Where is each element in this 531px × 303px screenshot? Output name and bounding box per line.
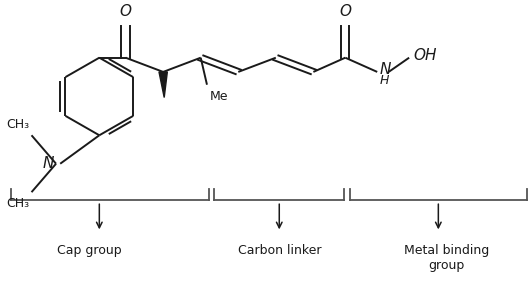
Text: H: H <box>380 74 389 87</box>
Text: O: O <box>339 4 352 19</box>
Text: N: N <box>380 62 391 77</box>
Text: Me: Me <box>210 90 228 103</box>
Text: OH: OH <box>413 48 437 63</box>
Text: N: N <box>42 156 54 171</box>
Text: Cap group: Cap group <box>57 244 121 257</box>
Polygon shape <box>159 72 167 98</box>
Text: Metal binding
group: Metal binding group <box>404 244 489 272</box>
Text: O: O <box>119 4 132 19</box>
Text: CH₃: CH₃ <box>6 197 29 210</box>
Text: CH₃: CH₃ <box>6 118 29 131</box>
Text: Carbon linker: Carbon linker <box>237 244 321 257</box>
